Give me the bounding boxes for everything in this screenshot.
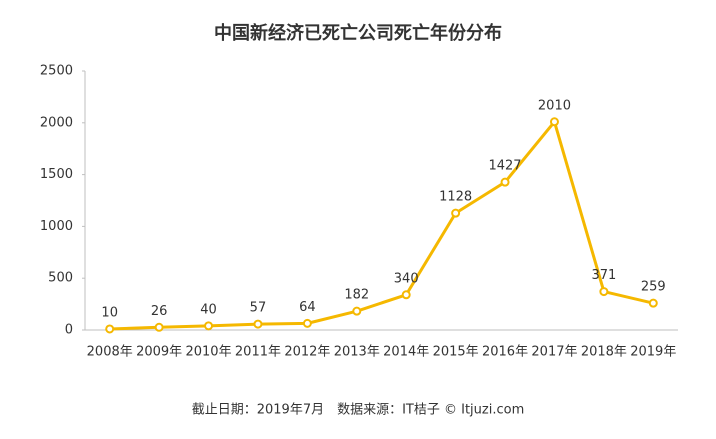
y-tick-label: 1000 <box>40 219 73 234</box>
value-label: 2010 <box>538 98 571 113</box>
y-tick-label: 1500 <box>40 167 73 182</box>
value-label: 182 <box>344 288 369 303</box>
value-label: 26 <box>151 304 168 319</box>
x-tick-label: 2008年 <box>87 345 133 360</box>
point <box>500 177 510 187</box>
x-tick-label: 2009年 <box>136 345 182 360</box>
value-label: 57 <box>250 301 267 316</box>
x-tick-label: 2012年 <box>284 345 330 360</box>
point <box>401 290 411 300</box>
x-tick-label: 2016年 <box>482 345 528 360</box>
value-label: 1427 <box>488 159 521 174</box>
x-tick-label: 2010年 <box>185 345 231 360</box>
line <box>109 120 654 331</box>
point <box>302 318 312 328</box>
value-label: 371 <box>591 268 616 283</box>
point <box>451 208 461 218</box>
y-tick-label: 2000 <box>40 115 73 130</box>
value-label: 340 <box>394 271 419 286</box>
x-tick-label: 2019年 <box>630 345 676 360</box>
point <box>648 298 658 308</box>
value-label: 10 <box>101 305 118 320</box>
y-tick-label: 500 <box>48 271 73 286</box>
value-label: 259 <box>641 280 666 295</box>
point <box>204 321 214 331</box>
y-tick-label: 2500 <box>40 64 73 79</box>
x-tick-label: 2017年 <box>531 345 577 360</box>
value-label: 1128 <box>439 190 472 205</box>
point <box>599 287 609 297</box>
point <box>105 324 115 334</box>
value-label: 40 <box>200 302 217 317</box>
point <box>253 319 263 329</box>
x-tick-label: 2018年 <box>581 345 627 360</box>
chart-title: 中国新经济已死亡公司死亡年份分布 <box>214 22 502 44</box>
value-label: 64 <box>299 300 316 315</box>
point <box>154 322 164 332</box>
source-note: 截止日期：2019年7月 数据来源：IT桔子 © Itjuzi.com <box>192 403 525 418</box>
point <box>352 306 362 316</box>
point <box>549 117 559 127</box>
x-tick-label: 2015年 <box>433 345 479 360</box>
x-tick-label: 2013年 <box>334 345 380 360</box>
x-tick-label: 2011年 <box>235 345 281 360</box>
y-tick-label: 0 <box>65 323 73 338</box>
x-tick-label: 2014年 <box>383 345 429 360</box>
